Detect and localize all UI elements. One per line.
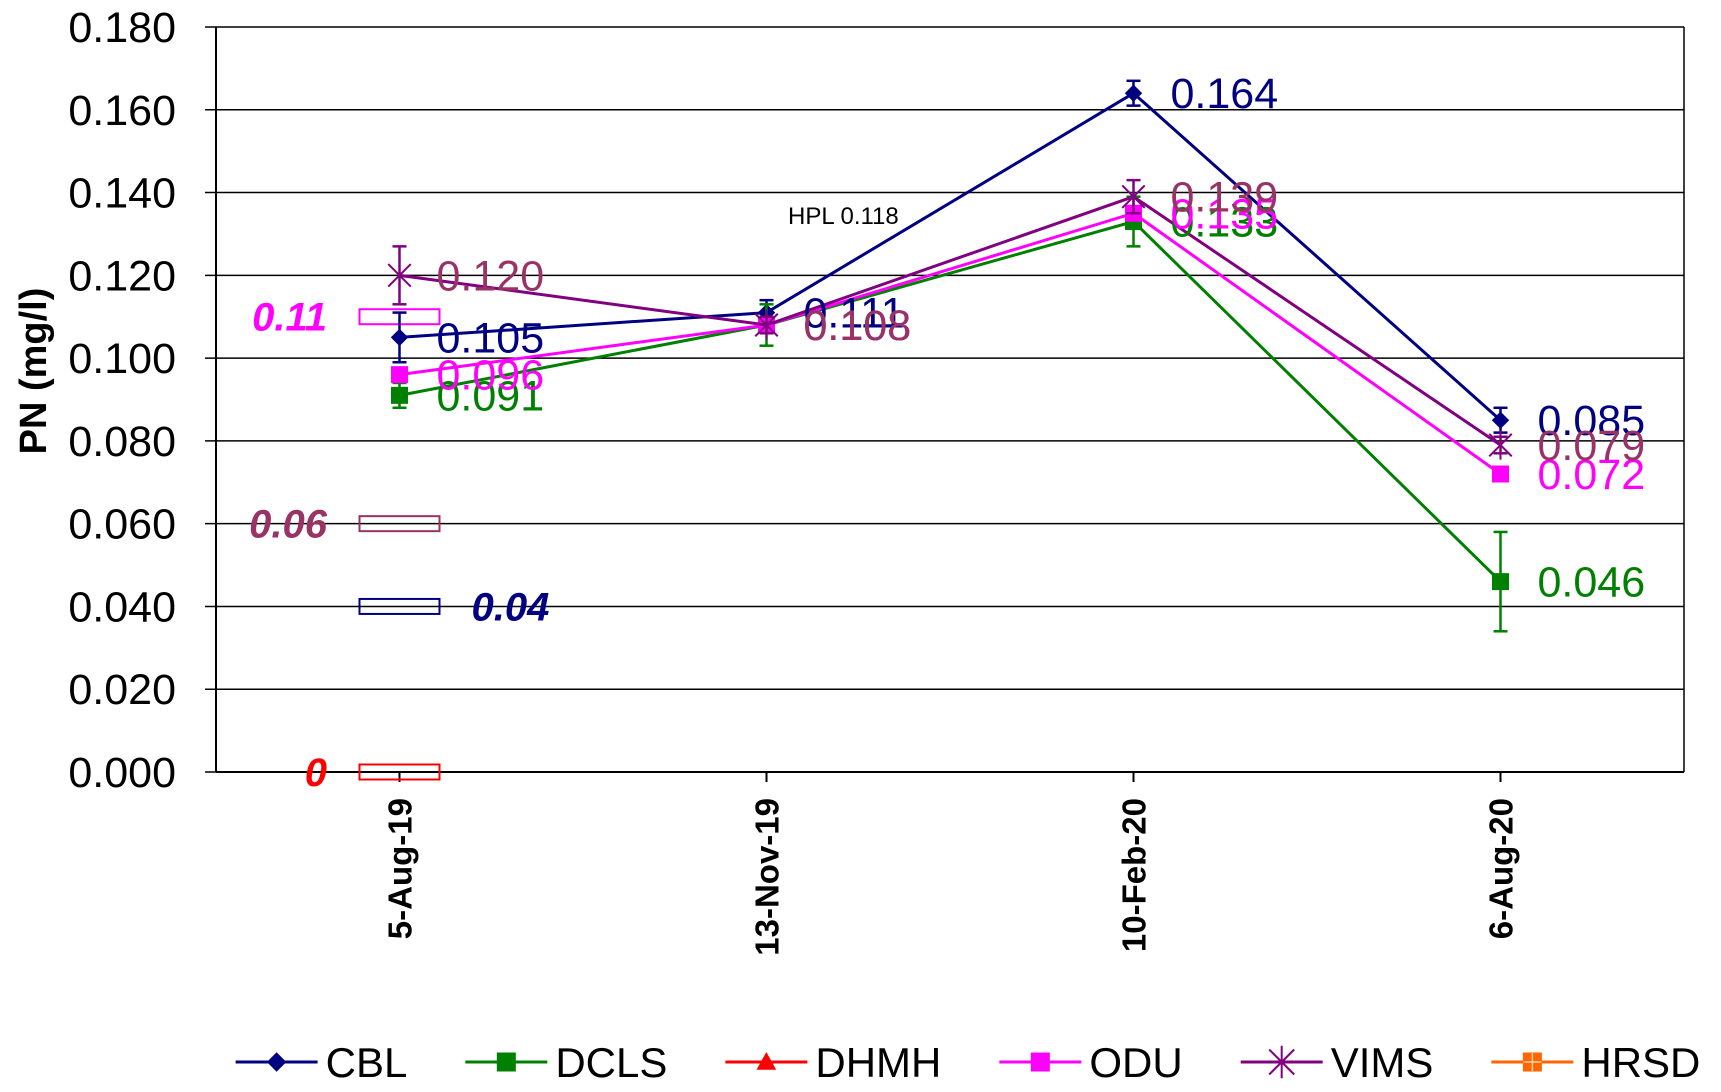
- legend-marker-dhmh: [756, 1051, 777, 1070]
- y-tick-label: 0.100: [68, 335, 176, 383]
- data-label-odu: 0.108: [804, 302, 912, 350]
- data-labels: 0.105 0.111 0.164 0.085 0.091 0.108 0.133 0.046…: [437, 70, 1646, 606]
- data-label-odu: 0.135: [1171, 190, 1279, 238]
- data-point-cbl: [1124, 84, 1143, 102]
- y-tick-label: 0.160: [68, 87, 176, 135]
- y-tick-label: 0.180: [68, 4, 176, 52]
- y-tick-label: 0.020: [68, 666, 176, 714]
- reference-markers: 0.11 0.06 0.04 0: [249, 296, 549, 795]
- legend-label: CBL: [326, 1039, 408, 1086]
- legend-marker-hrsd: [1522, 1052, 1542, 1072]
- legend-marker-vims: [1268, 1045, 1295, 1079]
- y-tick-label: 0.000: [68, 749, 176, 797]
- data-label-dcls: 0.091: [437, 372, 545, 420]
- legend-marker-odu: [1030, 1052, 1050, 1072]
- legend-marker-cbl: [266, 1052, 287, 1072]
- x-category-label: 5-Aug-19: [382, 798, 419, 939]
- data-point-odu: [1492, 465, 1509, 483]
- data-point-vims: [754, 310, 779, 340]
- reference-label: 0.11: [252, 296, 327, 340]
- legend-label: DCLS: [555, 1039, 667, 1086]
- y-tick-label: 0.080: [68, 418, 176, 466]
- data-label-dcls: 0.133: [1171, 199, 1279, 247]
- legend-item-hrsd: HRSD: [1491, 1039, 1700, 1086]
- y-tick-label: 0.060: [68, 501, 176, 549]
- y-axis-title: PN (mg/l): [13, 288, 55, 455]
- legend-item-dcls: DCLS: [465, 1039, 667, 1086]
- y-tick-label: 0.140: [68, 170, 176, 218]
- legend-item-vims: VIMS: [1240, 1039, 1434, 1086]
- data-point-cbl: [1491, 411, 1510, 429]
- data-label-cbl: 0.085: [1538, 397, 1646, 445]
- legend: CBL DCLS DHMH ODU VIMS HRSD: [235, 1039, 1700, 1086]
- legend-item-cbl: CBL: [235, 1039, 408, 1086]
- data-label-cbl: 0.105: [437, 314, 545, 362]
- legend-item-odu: ODU: [999, 1039, 1183, 1086]
- gridlines: 0.0000.0200.0400.0600.0800.1000.1200.140…: [68, 4, 1684, 797]
- data-point-vims: [1121, 182, 1146, 212]
- data-label-vims: 0.079: [1538, 422, 1646, 470]
- legend-label: ODU: [1089, 1039, 1182, 1086]
- y-tick-label: 0.040: [68, 583, 176, 631]
- data-point-dcls: [1492, 573, 1509, 591]
- data-point-cbl: [390, 328, 409, 347]
- x-category-label: 6-Aug-20: [1483, 798, 1520, 939]
- data-label-cbl: 0.164: [1171, 70, 1279, 118]
- data-label-odu: 0.096: [437, 352, 545, 400]
- reference-label: 0: [305, 751, 327, 795]
- data-point-vims: [387, 260, 412, 290]
- data-point-vims: [1488, 430, 1513, 460]
- series-vims: [387, 178, 1513, 460]
- data-point-odu: [391, 366, 408, 384]
- reference-box: [358, 597, 441, 615]
- data-label-dcls: 0.046: [1538, 559, 1646, 607]
- series-line-vims: [399, 195, 1502, 447]
- data-label-odu: 0.072: [1538, 451, 1646, 499]
- y-tick-label: 0.120: [68, 252, 176, 300]
- data-label-vims: 0.120: [437, 252, 545, 300]
- x-category-label: 10-Feb-20: [1116, 798, 1153, 952]
- legend-label: DHMH: [815, 1039, 941, 1086]
- hpl-annotation: HPL 0.118: [788, 203, 899, 230]
- legend-marker-dcls: [496, 1052, 516, 1072]
- axes: 5-Aug-19 13-Nov-19 10-Feb-20 6-Aug-20: [215, 27, 1685, 956]
- reference-label: 0.04: [472, 585, 550, 629]
- series-line-dcls: [399, 220, 1502, 583]
- x-category-label: 13-Nov-19: [749, 798, 786, 956]
- legend-label: VIMS: [1331, 1039, 1434, 1086]
- data-point-dcls: [391, 386, 408, 404]
- reference-box: [358, 515, 441, 533]
- data-label-vims: 0.139: [1171, 174, 1279, 222]
- legend-item-dhmh: DHMH: [725, 1039, 941, 1086]
- series-line-odu: [399, 211, 1502, 476]
- data-label-dcls: 0.108: [804, 302, 912, 350]
- data-label-cbl: 0.111: [804, 290, 905, 338]
- reference-label: 0.06: [249, 503, 328, 547]
- series-line-cbl: [399, 91, 1502, 422]
- data-label-vims: 0.108: [804, 302, 912, 350]
- reference-box: [358, 763, 441, 781]
- series: [387, 79, 1513, 633]
- legend-label: HRSD: [1581, 1039, 1700, 1086]
